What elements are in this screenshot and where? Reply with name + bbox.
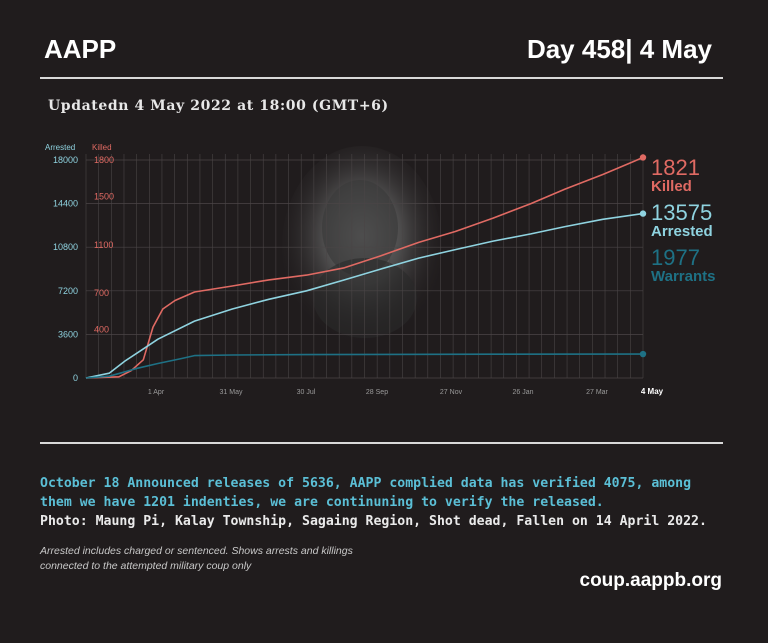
x-tick-label: 27 Mar	[586, 389, 608, 396]
series-line-warrants	[85, 353, 644, 379]
series-line-arrested	[85, 212, 644, 379]
left-tick-label: 3600	[58, 329, 78, 339]
x-tick-label: 4 May	[641, 387, 664, 396]
bottom-divider	[40, 442, 723, 444]
left-axis-title: Arrested	[45, 143, 75, 152]
killed-callout: 1821 Killed	[651, 155, 700, 195]
methodology-line-1: Arrested includes charged or sentenced. …	[40, 545, 353, 557]
right-tick-label: 1800	[94, 155, 114, 165]
killed-total: 1821	[651, 155, 700, 180]
line-chart: Arrested Killed 0 3600 7200 10800 14400 18000 40…	[45, 143, 664, 396]
left-tick-label: 0	[73, 373, 78, 383]
right-tick-label: 1100	[94, 240, 113, 250]
warrants-total: 1977	[651, 245, 700, 270]
top-divider	[40, 77, 723, 79]
warrants-callout: 1977 Warrants	[651, 245, 716, 285]
left-tick-label: 14400	[53, 199, 78, 209]
series-endpoint-arrested	[639, 210, 647, 217]
methodology-note: Arrested includes charged or sentenced. …	[40, 544, 400, 574]
updated-timestamp: Updatedn 4 May 2022 at 18:00 (GMT+6)	[48, 98, 389, 114]
right-tick-label: 1500	[94, 191, 114, 201]
x-tick-label: 30 Jul	[297, 389, 316, 396]
day-date-title: Day 458| 4 May	[526, 34, 712, 64]
memorial-photo	[282, 146, 442, 346]
left-tick-label: 10800	[53, 242, 78, 252]
x-tick-label: 27 Nov	[440, 389, 463, 396]
brand-title: AAPP	[44, 34, 117, 64]
right-tick-label: 400	[94, 325, 109, 335]
website-link[interactable]: coup.aappb.org	[579, 570, 723, 591]
x-tick-label: 31 May	[220, 389, 243, 396]
series-line-killed	[85, 156, 644, 379]
right-tick-label: 700	[94, 288, 109, 298]
left-tick-label: 18000	[53, 155, 78, 165]
arrested-total: 13575	[651, 200, 713, 225]
left-tick-label: 7200	[58, 286, 78, 296]
arrested-callout: 13575 Arrested	[651, 200, 713, 240]
methodology-line-2: connected to the attempted military coup…	[40, 560, 252, 572]
x-tick-label: 1 Apr	[148, 389, 165, 396]
x-tick-label: 26 Jan	[512, 389, 533, 396]
killed-label: Killed	[651, 178, 692, 195]
release-note: October 18 Announced releases of 5636, A…	[40, 476, 692, 510]
series-endpoint-warrants	[639, 350, 647, 358]
right-axis-title: Killed	[92, 143, 112, 152]
x-tick-label: 28 Sep	[366, 389, 388, 396]
arrested-label: Arrested	[651, 223, 713, 240]
series-endpoint-killed	[639, 154, 647, 161]
warrants-label: Warrants	[651, 268, 716, 285]
photo-caption: Photo: Maung Pi, Kalay Township, Sagaing…	[40, 514, 707, 529]
